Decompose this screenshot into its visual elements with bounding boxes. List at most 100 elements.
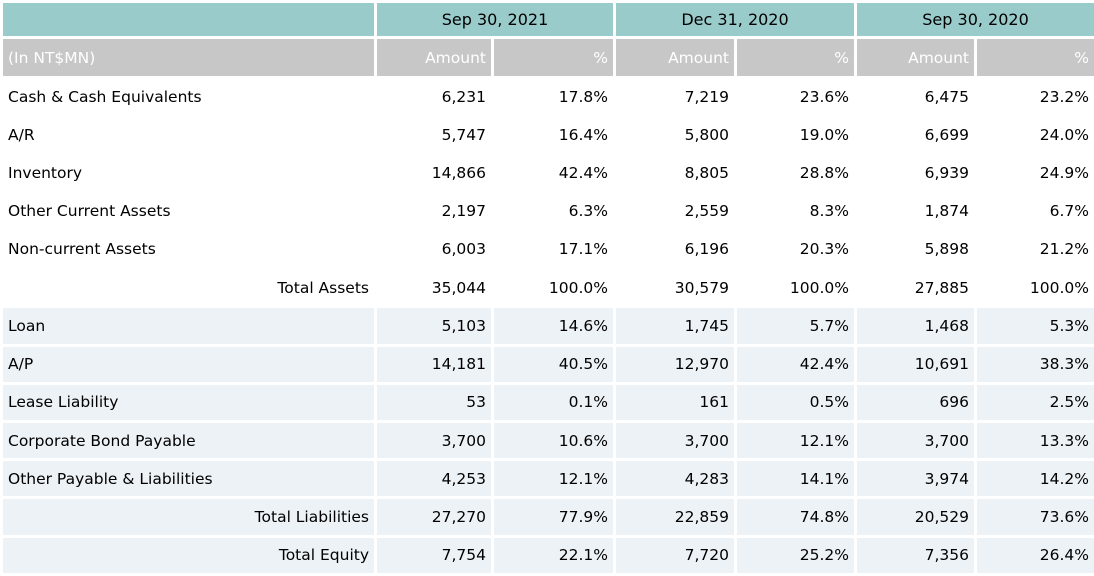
total-row-label: Total Assets: [0, 267, 377, 309]
row-label: Non-current Assets: [0, 228, 377, 271]
amount-cell: 5,800: [613, 114, 737, 156]
percent-cell: 14.2%: [974, 458, 1094, 500]
amount-cell: 6,231: [374, 75, 494, 118]
percent-cell: 2.5%: [974, 381, 1094, 423]
percent-cell: 6.7%: [974, 190, 1094, 232]
subheader-percent: %: [491, 36, 616, 79]
amount-cell: 8,805: [613, 152, 737, 194]
table-row: A/P 14,181 40.5% 12,970 42.4% 10,691 38.3%: [0, 343, 1094, 385]
percent-cell: 13.3%: [974, 419, 1094, 462]
row-label: A/P: [0, 343, 377, 385]
amount-cell: 22,859: [613, 496, 737, 538]
percent-cell: 24.0%: [974, 114, 1094, 156]
amount-cell: 2,197: [374, 190, 494, 232]
amount-cell: 53: [374, 381, 494, 423]
amount-cell: 4,253: [374, 458, 494, 500]
amount-cell: 6,196: [613, 228, 737, 271]
amount-cell: 7,754: [374, 534, 494, 576]
amount-cell: 14,181: [374, 343, 494, 385]
amount-cell: 1,745: [613, 305, 737, 347]
amount-cell: 35,044: [374, 267, 494, 309]
percent-cell: 74.8%: [733, 496, 858, 538]
percent-cell: 6.3%: [491, 190, 616, 232]
table-row: Total Equity 7,754 22.1% 7,720 25.2% 7,356 26.…: [0, 534, 1094, 576]
percent-cell: 14.6%: [491, 305, 616, 347]
percent-cell: 42.4%: [491, 152, 616, 194]
amount-cell: 3,700: [374, 419, 494, 462]
percent-cell: 0.5%: [733, 381, 858, 423]
percent-cell: 21.2%: [974, 228, 1094, 271]
table-row: Other Payable & Liabilities 4,253 12.1% 4,2…: [0, 458, 1094, 500]
period-header-sep-2020: Sep 30, 2020: [854, 0, 1094, 39]
amount-cell: 3,700: [854, 419, 978, 462]
total-row-label: Total Liabilities: [0, 496, 377, 538]
table-row: Total Assets 35,044 100.0% 30,579 100.0% 27,8…: [0, 267, 1094, 309]
percent-cell: 38.3%: [974, 343, 1094, 385]
table-row: Total Liabilities 27,270 77.9% 22,859 74.8% 2…: [0, 496, 1094, 538]
amount-cell: 6,939: [854, 152, 978, 194]
percent-cell: 22.1%: [491, 534, 616, 576]
corner-cell: [0, 0, 377, 39]
percent-cell: 12.1%: [491, 458, 616, 500]
percent-cell: 26.4%: [974, 534, 1094, 576]
table-row: Lease Liability 53 0.1% 161 0.5% 696 2.5%: [0, 381, 1094, 423]
percent-cell: 16.4%: [491, 114, 616, 156]
percent-cell: 28.8%: [733, 152, 858, 194]
amount-cell: 7,356: [854, 534, 978, 576]
amount-cell: 30,579: [613, 267, 737, 309]
amount-cell: 5,747: [374, 114, 494, 156]
table-row: Non-current Assets 6,003 17.1% 6,196 20.3% 5,…: [0, 228, 1094, 271]
percent-cell: 10.6%: [491, 419, 616, 462]
amount-cell: 12,970: [613, 343, 737, 385]
percent-cell: 25.2%: [733, 534, 858, 576]
percent-cell: 40.5%: [491, 343, 616, 385]
percent-cell: 14.1%: [733, 458, 858, 500]
percent-cell: 42.4%: [733, 343, 858, 385]
total-row-label: Total Equity: [0, 534, 377, 576]
row-label: Inventory: [0, 152, 377, 194]
row-label: A/R: [0, 114, 377, 156]
amount-cell: 3,700: [613, 419, 737, 462]
percent-cell: 23.2%: [974, 75, 1094, 118]
row-label: Loan: [0, 305, 377, 347]
row-label: Other Payable & Liabilities: [0, 458, 377, 500]
amount-cell: 6,003: [374, 228, 494, 271]
subheader-amount: Amount: [854, 36, 978, 79]
row-label: Cash & Cash Equivalents: [0, 75, 377, 118]
percent-cell: 77.9%: [491, 496, 616, 538]
amount-cell: 10,691: [854, 343, 978, 385]
table-row: Loan 5,103 14.6% 1,745 5.7% 1,468 5.3%: [0, 305, 1094, 347]
percent-cell: 100.0%: [733, 267, 858, 309]
percent-cell: 17.8%: [491, 75, 616, 118]
subheader-row: (In NT$MN) Amount % Amount % Amount %: [0, 36, 1094, 79]
percent-cell: 20.3%: [733, 228, 858, 271]
percent-cell: 100.0%: [974, 267, 1094, 309]
percent-cell: 8.3%: [733, 190, 858, 232]
table-row: Corporate Bond Payable 3,700 10.6% 3,700 12.…: [0, 419, 1094, 462]
percent-cell: 12.1%: [733, 419, 858, 462]
period-header-row: Sep 30, 2021 Dec 31, 2020 Sep 30, 2020: [0, 0, 1094, 39]
percent-cell: 0.1%: [491, 381, 616, 423]
subheader-amount: Amount: [613, 36, 737, 79]
amount-cell: 1,874: [854, 190, 978, 232]
amount-cell: 7,219: [613, 75, 737, 118]
percent-cell: 100.0%: [491, 267, 616, 309]
amount-cell: 1,468: [854, 305, 978, 347]
subheader-percent: %: [974, 36, 1094, 79]
amount-cell: 6,699: [854, 114, 978, 156]
amount-cell: 27,270: [374, 496, 494, 538]
amount-cell: 27,885: [854, 267, 978, 309]
unit-label: (In NT$MN): [0, 36, 377, 79]
period-header-dec-2020: Dec 31, 2020: [612, 0, 858, 39]
percent-cell: 19.0%: [733, 114, 858, 156]
amount-cell: 4,283: [613, 458, 737, 500]
amount-cell: 14,866: [374, 152, 494, 194]
amount-cell: 696: [854, 381, 978, 423]
percent-cell: 17.1%: [491, 228, 616, 271]
percent-cell: 24.9%: [974, 152, 1094, 194]
amount-cell: 3,974: [854, 458, 978, 500]
amount-cell: 7,720: [613, 534, 737, 576]
period-header-sep-2021: Sep 30, 2021: [374, 0, 616, 39]
amount-cell: 161: [613, 381, 737, 423]
